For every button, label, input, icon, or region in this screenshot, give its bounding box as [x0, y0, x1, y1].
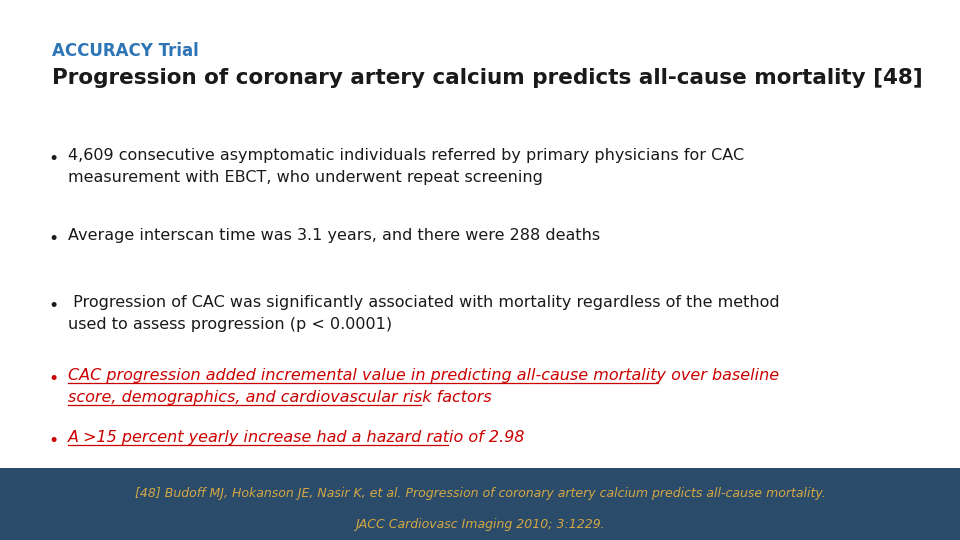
Text: used to assess progression (p < 0.0001): used to assess progression (p < 0.0001) — [68, 317, 392, 332]
Text: CAC progression added incremental value in predicting all-cause mortality over b: CAC progression added incremental value … — [68, 368, 780, 383]
Text: score, demographics, and cardiovascular risk factors: score, demographics, and cardiovascular … — [68, 390, 492, 405]
Text: •: • — [48, 150, 59, 168]
Text: A >15 percent yearly increase had a hazard ratio of 2.98: A >15 percent yearly increase had a haza… — [68, 430, 525, 445]
Text: 4,609 consecutive asymptomatic individuals referred by primary physicians for CA: 4,609 consecutive asymptomatic individua… — [68, 148, 744, 163]
Text: Progression of coronary artery calcium predicts all-cause mortality [48]: Progression of coronary artery calcium p… — [52, 68, 923, 88]
Text: Progression of CAC was significantly associated with mortality regardless of the: Progression of CAC was significantly ass… — [68, 295, 780, 310]
Text: JACC Cardiovasc Imaging 2010; 3:1229.: JACC Cardiovasc Imaging 2010; 3:1229. — [355, 518, 605, 531]
Text: •: • — [48, 370, 59, 388]
Text: Average interscan time was 3.1 years, and there were 288 deaths: Average interscan time was 3.1 years, an… — [68, 228, 600, 243]
Text: [48] Budoff MJ, Hokanson JE, Nasir K, et al. Progression of coronary artery calc: [48] Budoff MJ, Hokanson JE, Nasir K, et… — [134, 487, 826, 500]
Text: •: • — [48, 230, 59, 248]
Text: ACCURACY Trial: ACCURACY Trial — [52, 42, 199, 60]
Text: •: • — [48, 297, 59, 315]
Text: measurement with EBCT, who underwent repeat screening: measurement with EBCT, who underwent rep… — [68, 170, 542, 185]
Text: •: • — [48, 432, 59, 450]
